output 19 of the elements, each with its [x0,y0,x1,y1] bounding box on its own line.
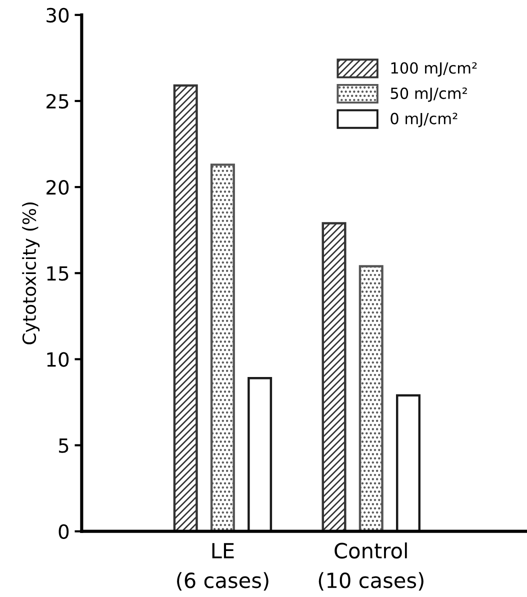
legend-label: 0 mJ/cm² [390,112,458,128]
y-tick-label: 0 [58,524,69,539]
bar [322,222,346,532]
legend-label: 100 mJ/cm² [391,62,477,77]
y-tick-label: 10 [47,352,69,367]
y-tick-label: 15 [47,266,68,281]
y-tick-label: 20 [46,180,69,195]
x-tick-label: Control (10 cases) [318,542,424,591]
bar [210,164,235,532]
y-tick-label: 5 [59,438,68,453]
bar [358,265,384,532]
legend-label: 50 mJ/cm² [390,88,467,102]
y-axis-title: Cytotoxicity (%) [22,202,40,344]
y-tick-label: 25 [46,94,68,109]
bar [173,84,198,532]
y-tick-label: 30 [46,8,69,23]
bar [396,394,420,532]
x-tick-label: LE (6 cases) [177,543,268,591]
bar [248,377,272,532]
